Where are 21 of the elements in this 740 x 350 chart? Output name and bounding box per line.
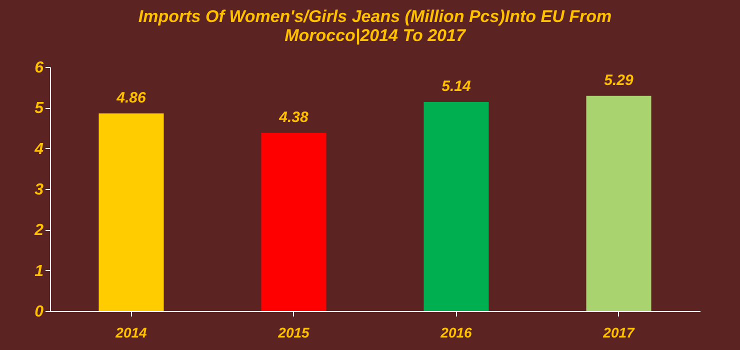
text: Morocco|2014 To 2017 [284, 26, 466, 45]
bar [424, 102, 489, 311]
y-tick-label: 3 [34, 182, 44, 198]
x-tick-label: 2014 [114, 324, 148, 340]
y-tick-label: 1 [34, 262, 44, 280]
data-label: 4.38 [278, 108, 309, 126]
text: Imports Of Women's/Girls Jeans (Million Pcs)Into EU From [138, 7, 612, 26]
data-label: 4.86 [116, 89, 146, 106]
x-tick-label: 2016 [440, 324, 472, 340]
bar [98, 113, 164, 311]
y-tick-label: 0 [34, 304, 44, 320]
y-tick-label: 2 [34, 222, 44, 240]
y-tick-label: 5 [34, 100, 45, 118]
y-tick-label: 6 [34, 60, 44, 76]
data-label: 5.14 [442, 78, 472, 95]
x-tick-label: 2017 [602, 324, 636, 340]
data-label: 5.29 [604, 72, 634, 89]
x-tick-label: 2015 [277, 324, 310, 340]
bar [261, 132, 326, 311]
y-tick-label: 4 [34, 140, 44, 158]
bar [586, 96, 652, 311]
